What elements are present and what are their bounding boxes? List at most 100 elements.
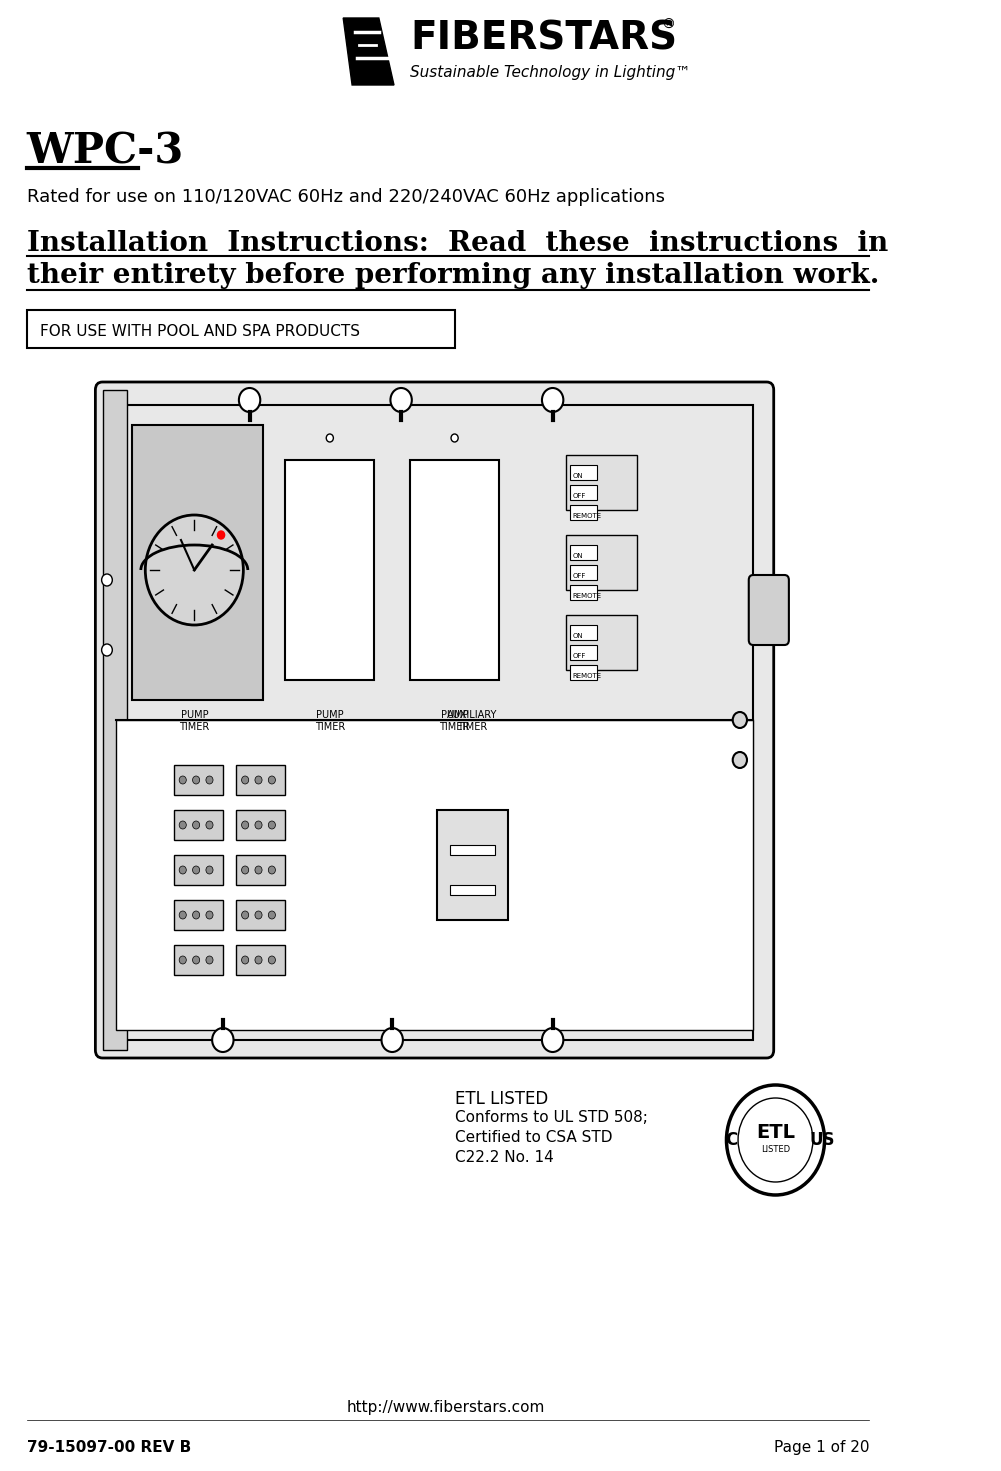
Circle shape	[239, 388, 260, 412]
Bar	[571, 544, 598, 560]
Bar	[571, 465, 598, 480]
Circle shape	[255, 911, 262, 919]
Bar	[285, 460, 374, 680]
Circle shape	[542, 388, 564, 412]
Bar	[236, 855, 285, 886]
Circle shape	[179, 911, 186, 919]
Circle shape	[241, 956, 248, 964]
Bar	[116, 719, 753, 1030]
Circle shape	[241, 821, 248, 830]
FancyBboxPatch shape	[749, 575, 789, 644]
Circle shape	[179, 821, 186, 830]
Text: ®: ®	[662, 18, 676, 32]
Circle shape	[241, 777, 248, 784]
Text: FIBERSTARS: FIBERSTARS	[410, 19, 677, 57]
Text: AUXILIARY
TIMER: AUXILIARY TIMER	[447, 710, 497, 731]
Text: Conforms to UL STD 508;: Conforms to UL STD 508;	[454, 1111, 648, 1125]
Circle shape	[733, 712, 747, 728]
Circle shape	[206, 911, 213, 919]
Circle shape	[381, 1028, 403, 1052]
Bar	[571, 505, 598, 521]
Text: C: C	[725, 1131, 737, 1149]
Bar	[436, 811, 509, 919]
Bar	[236, 811, 285, 840]
Circle shape	[255, 777, 262, 784]
Text: C22.2 No. 14: C22.2 No. 14	[454, 1150, 554, 1165]
Circle shape	[145, 515, 243, 625]
Circle shape	[451, 434, 458, 441]
Circle shape	[268, 777, 275, 784]
Text: OFF: OFF	[573, 574, 586, 580]
Circle shape	[206, 866, 213, 874]
Circle shape	[268, 866, 275, 874]
Circle shape	[268, 821, 275, 830]
Circle shape	[206, 956, 213, 964]
Text: PUMP
TIMER: PUMP TIMER	[439, 710, 469, 731]
Circle shape	[192, 911, 199, 919]
Circle shape	[179, 956, 186, 964]
Circle shape	[255, 821, 262, 830]
Text: REMOTE: REMOTE	[573, 674, 602, 680]
Bar	[571, 644, 598, 660]
Bar	[174, 855, 223, 886]
Text: ETL: ETL	[756, 1122, 795, 1141]
Text: Installation  Instructions:  Read  these  instructions  in: Installation Instructions: Read these in…	[27, 229, 888, 257]
Text: http://www.fiberstars.com: http://www.fiberstars.com	[346, 1400, 545, 1415]
Circle shape	[733, 752, 747, 768]
Text: Page 1 of 20: Page 1 of 20	[774, 1440, 869, 1455]
Text: Certified to CSA STD: Certified to CSA STD	[454, 1130, 612, 1144]
Bar	[102, 390, 127, 1050]
Bar	[450, 886, 494, 894]
Bar	[450, 844, 494, 855]
Circle shape	[217, 531, 224, 538]
Bar	[236, 765, 285, 794]
Text: LISTED: LISTED	[761, 1146, 790, 1155]
Text: ON: ON	[573, 553, 583, 559]
Bar	[174, 765, 223, 794]
Circle shape	[192, 866, 199, 874]
Text: 79-15097-00 REV B: 79-15097-00 REV B	[27, 1440, 191, 1455]
Text: PUMP
TIMER: PUMP TIMER	[179, 710, 209, 731]
Text: PUMP
TIMER: PUMP TIMER	[314, 710, 345, 731]
Circle shape	[390, 388, 411, 412]
Text: OFF: OFF	[573, 493, 586, 499]
Text: ON: ON	[573, 633, 583, 638]
Circle shape	[206, 821, 213, 830]
Text: ON: ON	[573, 474, 583, 480]
Text: REMOTE: REMOTE	[573, 593, 602, 599]
Bar	[410, 460, 499, 680]
Circle shape	[241, 911, 248, 919]
Bar	[566, 455, 638, 510]
Circle shape	[192, 956, 199, 964]
Circle shape	[179, 777, 186, 784]
Bar	[132, 425, 263, 700]
Bar	[566, 615, 638, 669]
Bar	[236, 900, 285, 930]
Bar	[236, 944, 285, 975]
Circle shape	[268, 911, 275, 919]
Circle shape	[102, 574, 112, 585]
FancyBboxPatch shape	[95, 382, 774, 1058]
Bar	[571, 625, 598, 640]
Bar	[571, 485, 598, 500]
Bar	[571, 665, 598, 680]
Bar	[116, 405, 753, 1040]
Bar	[174, 944, 223, 975]
Text: REMOTE: REMOTE	[573, 513, 602, 519]
Circle shape	[192, 777, 199, 784]
Circle shape	[738, 1097, 813, 1183]
Text: OFF: OFF	[573, 653, 586, 659]
Circle shape	[542, 1028, 564, 1052]
Circle shape	[326, 434, 333, 441]
Text: FOR USE WITH POOL AND SPA PRODUCTS: FOR USE WITH POOL AND SPA PRODUCTS	[40, 324, 360, 338]
Circle shape	[268, 956, 275, 964]
Circle shape	[179, 866, 186, 874]
Bar	[566, 535, 638, 590]
Text: their entirety before performing any installation work.: their entirety before performing any ins…	[27, 262, 879, 288]
Circle shape	[102, 644, 112, 656]
Circle shape	[241, 866, 248, 874]
Text: ETL LISTED: ETL LISTED	[454, 1090, 548, 1108]
Text: Sustainable Technology in Lighting™: Sustainable Technology in Lighting™	[410, 65, 691, 79]
Bar	[571, 565, 598, 580]
Polygon shape	[343, 18, 394, 85]
